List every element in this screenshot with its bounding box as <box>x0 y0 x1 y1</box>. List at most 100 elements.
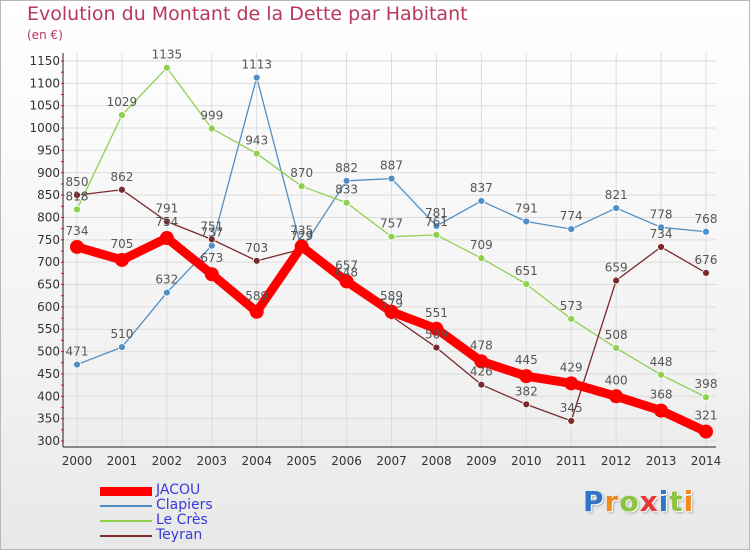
y-tick-label: 1100 <box>29 76 60 90</box>
data-label-teyran: 648 <box>335 265 358 279</box>
point-teyran <box>118 185 126 194</box>
y-tick-label: 300 <box>37 434 60 448</box>
data-label-le-cr-s: 1135 <box>152 48 183 62</box>
x-tick-label: 2007 <box>376 454 407 468</box>
point-jacou <box>699 424 713 439</box>
data-label-teyran: 850 <box>66 175 89 189</box>
point-le-cr-s <box>162 63 171 72</box>
point-jacou <box>294 239 309 254</box>
point-le-cr-s <box>207 124 216 133</box>
y-tick-label: 350 <box>37 412 60 426</box>
y-tick-label: 550 <box>37 322 60 336</box>
legend-label-le-cres: Le Crès <box>156 512 208 528</box>
point-le-cr-s <box>702 393 710 402</box>
data-label-clapiers: 768 <box>695 212 718 226</box>
x-tick-label: 2003 <box>197 454 228 468</box>
data-label-jacou: 400 <box>605 373 628 387</box>
data-label-teyran: 345 <box>560 401 583 415</box>
legend-label-teyran: Teyran <box>156 527 203 543</box>
point-clapiers <box>118 343 126 352</box>
point-clapiers <box>387 174 396 183</box>
point-teyran <box>252 256 261 265</box>
point-le-cr-s <box>612 344 621 352</box>
data-label-teyran: 734 <box>650 227 673 241</box>
data-label-jacou: 368 <box>650 388 673 402</box>
x-tick-label: 2008 <box>421 454 452 468</box>
chart-unit: (en €) <box>27 28 63 42</box>
logo-letter: i <box>683 485 695 518</box>
point-clapiers <box>477 197 486 205</box>
data-label-le-cr-s: 870 <box>290 166 313 180</box>
y-tick-label: 1150 <box>29 54 60 68</box>
chart-title: Evolution du Montant de la Dette par Hab… <box>27 3 468 25</box>
point-jacou <box>654 403 669 418</box>
logo-letter: x <box>639 485 659 518</box>
data-label-jacou: 734 <box>66 224 89 238</box>
point-le-cr-s <box>432 231 441 239</box>
legend-item-clapiers: Clapiers <box>100 497 300 513</box>
data-label-teyran: 509 <box>425 328 448 342</box>
data-label-jacou: 551 <box>425 306 448 320</box>
y-tick-label: 750 <box>37 233 60 247</box>
data-label-le-cr-s: 761 <box>425 215 448 229</box>
data-label-jacou: 478 <box>470 338 493 352</box>
point-clapiers <box>702 227 710 236</box>
point-jacou <box>114 252 129 267</box>
point-jacou <box>70 239 84 254</box>
y-tick-label: 1050 <box>29 99 60 113</box>
legend-label-clapiers: Clapiers <box>156 497 213 513</box>
x-tick-label: 2001 <box>107 454 138 468</box>
data-label-teyran: 382 <box>515 384 538 398</box>
point-clapiers <box>612 204 621 212</box>
x-tick-label: 2011 <box>556 454 587 468</box>
y-tick-label: 850 <box>37 188 60 202</box>
data-label-le-cr-s: 573 <box>560 299 583 313</box>
point-jacou <box>159 231 174 246</box>
point-clapiers <box>522 217 531 226</box>
data-label-clapiers: 791 <box>515 201 538 215</box>
legend-item-jacou: JACOU <box>100 482 300 498</box>
point-jacou <box>564 376 579 391</box>
data-label-le-cr-s: 943 <box>245 134 268 148</box>
data-label-le-cr-s: 709 <box>470 238 493 252</box>
point-le-cr-s <box>73 205 81 214</box>
data-label-le-cr-s: 833 <box>335 183 358 197</box>
x-tick-label: 2010 <box>511 454 542 468</box>
point-jacou <box>384 304 399 319</box>
data-labels: 471 510 632 737 1113 729 882 887 781 837 791 774 821… <box>66 48 718 423</box>
data-label-teyran: 791 <box>155 201 178 215</box>
logo-letter: i <box>658 485 670 518</box>
data-label-teyran: 729 <box>290 229 313 243</box>
point-teyran <box>432 343 441 352</box>
data-label-jacou: 673 <box>200 251 223 265</box>
data-label-clapiers: 729 <box>290 229 313 243</box>
point-jacou <box>249 304 264 319</box>
x-tick-label: 2000 <box>62 454 93 468</box>
data-label-le-cr-s: 448 <box>650 355 673 369</box>
x-tick-label: 2006 <box>331 454 362 468</box>
point-jacou <box>339 274 354 289</box>
y-tick-label: 900 <box>37 166 60 180</box>
y-tick-label: 800 <box>37 210 60 224</box>
series <box>70 63 713 439</box>
point-le-cr-s <box>477 254 486 263</box>
data-label-le-cr-s: 999 <box>200 109 223 123</box>
point-le-cr-s <box>567 315 576 323</box>
legend-swatch-clapiers <box>100 505 152 507</box>
point-clapiers <box>73 360 81 369</box>
y-tick-label: 650 <box>37 278 60 292</box>
point-le-cr-s <box>657 370 665 379</box>
x-tick-label: 2002 <box>152 454 183 468</box>
data-label-jacou: 321 <box>695 409 718 423</box>
data-label-clapiers: 837 <box>470 181 493 195</box>
data-label-jacou: 754 <box>155 215 178 229</box>
data-label-le-cr-s: 757 <box>380 217 403 231</box>
data-label-jacou: 445 <box>515 353 538 367</box>
point-teyran <box>612 276 621 285</box>
logo-letter: P <box>583 485 605 518</box>
logo-letter: o <box>619 485 640 518</box>
point-clapiers <box>657 223 665 232</box>
x-tick-label: 2005 <box>286 454 317 468</box>
point-jacou <box>474 354 489 369</box>
point-jacou <box>204 267 219 282</box>
